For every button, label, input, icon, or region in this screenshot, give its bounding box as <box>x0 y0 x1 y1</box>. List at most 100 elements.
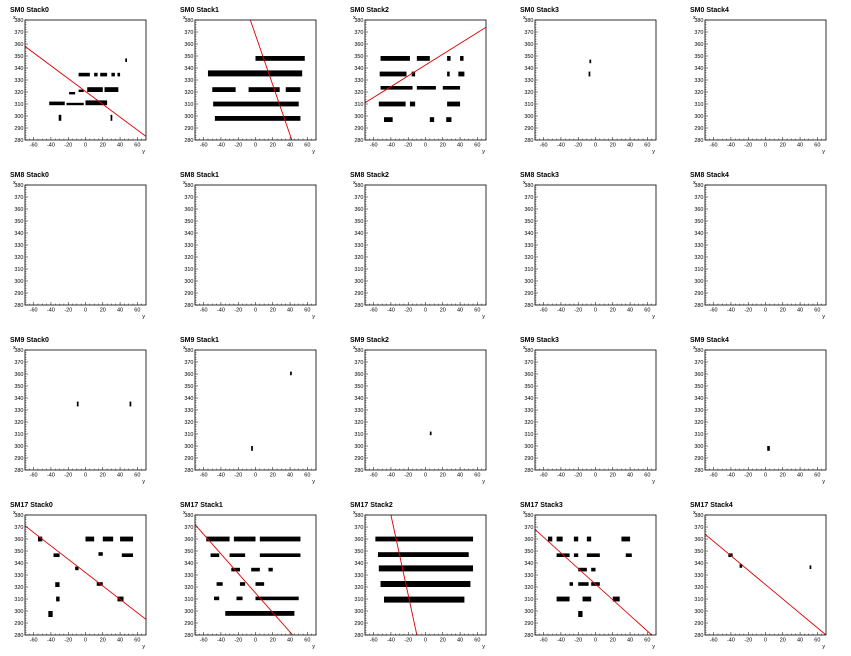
y-tick-label: 290 <box>14 291 23 297</box>
y-tick-label: 290 <box>14 621 23 627</box>
y-tick-label: 320 <box>524 585 533 591</box>
x-tick-label: 60 <box>644 638 650 644</box>
y-tick-label: 340 <box>14 231 23 237</box>
y-tick-label: 350 <box>524 219 533 225</box>
x-tick-label: 20 <box>270 143 276 149</box>
y-tick-label: 320 <box>354 255 363 261</box>
x-axis-label: y <box>482 479 485 485</box>
y-tick-label: 350 <box>14 384 23 390</box>
plot-frame <box>194 184 317 306</box>
x-tick-label: 40 <box>627 473 633 479</box>
data-marks <box>588 59 592 77</box>
y-tick-label: 380 <box>14 513 23 519</box>
y-tick-label: 370 <box>694 360 703 366</box>
y-tick-label: 330 <box>184 573 193 579</box>
y-tick-label: 290 <box>694 456 703 462</box>
y-tick-label: 290 <box>524 621 533 627</box>
x-tick-label: 40 <box>797 308 803 314</box>
x-tick-label: -60 <box>200 638 208 644</box>
y-tick-label: 320 <box>524 90 533 96</box>
x-tick-label: 40 <box>457 308 463 314</box>
hit-cluster <box>98 552 103 556</box>
panel-title: SM9 Stack3 <box>520 337 559 344</box>
x-tick-label: 0 <box>764 473 767 479</box>
x-tick-label: 20 <box>100 308 106 314</box>
x-tick-label: 20 <box>440 638 446 644</box>
x-tick-label: -60 <box>540 143 548 149</box>
y-tick-label: 380 <box>354 348 363 354</box>
panel: SM0 Stack0 -60 -40 -20 0 20 40 60 280 290 300 310 32… <box>10 7 147 155</box>
x-tick-label: -60 <box>30 308 38 314</box>
hit-cluster <box>380 581 471 587</box>
x-tick-label: 60 <box>304 473 310 479</box>
x-tick-label: 20 <box>610 638 616 644</box>
y-tick-label: 280 <box>524 633 533 639</box>
x-tick-label: 0 <box>594 308 597 314</box>
y-tick-label: 340 <box>524 231 533 237</box>
y-tick-label: 350 <box>14 54 23 60</box>
x-tick-label: 40 <box>287 143 293 149</box>
x-tick-label: 20 <box>440 308 446 314</box>
y-tick-label: 300 <box>524 114 533 120</box>
y-tick-label: 330 <box>14 243 23 249</box>
hit-cluster <box>111 72 115 77</box>
panel-title: SM17 Stack0 <box>10 502 53 509</box>
y-axis-label: x <box>13 180 16 186</box>
hit-cluster <box>589 59 592 64</box>
y-tick-label: 370 <box>694 195 703 201</box>
x-tick-label: -20 <box>404 143 412 149</box>
hit-cluster <box>255 596 299 601</box>
y-tick-label: 350 <box>14 219 23 225</box>
y-tick-label: 370 <box>14 195 23 201</box>
y-tick-label: 310 <box>184 267 193 273</box>
hit-cluster <box>206 536 230 542</box>
panel: SM17 Stack3 -60 -40 -20 0 20 40 60 280 290 300 310 3… <box>520 502 657 650</box>
y-axis-label: x <box>693 180 696 186</box>
y-tick-label: 300 <box>524 279 533 285</box>
y-tick-label: 320 <box>694 420 703 426</box>
y-tick-label: 280 <box>184 633 193 639</box>
y-tick-label: 320 <box>14 420 23 426</box>
y-axis-label: x <box>523 180 526 186</box>
y-tick-label: 300 <box>14 114 23 120</box>
hit-cluster <box>231 567 240 572</box>
y-tick-label: 340 <box>184 561 193 567</box>
y-tick-label: 330 <box>694 573 703 579</box>
x-tick-label: -60 <box>30 143 38 149</box>
hit-cluster <box>117 72 121 77</box>
x-tick-label: -20 <box>64 473 72 479</box>
x-tick-label: -60 <box>710 638 718 644</box>
x-tick-label: -60 <box>710 308 718 314</box>
x-axis-label: y <box>482 644 485 650</box>
hit-cluster <box>229 553 246 557</box>
plot-frame <box>364 19 487 141</box>
data-marks <box>207 20 305 140</box>
y-tick-label: 380 <box>694 513 703 519</box>
y-tick-label: 370 <box>694 30 703 36</box>
x-axis-label: y <box>652 479 655 485</box>
x-tick-label: 0 <box>424 473 427 479</box>
hit-cluster <box>110 114 113 121</box>
y-tick-label: 360 <box>14 372 23 378</box>
x-tick-label: -40 <box>387 638 395 644</box>
x-tick-label: 60 <box>814 143 820 149</box>
hit-cluster <box>380 56 410 61</box>
y-tick-label: 280 <box>14 468 23 474</box>
y-tick-label: 310 <box>694 267 703 273</box>
y-tick-label: 290 <box>14 126 23 132</box>
x-tick-label: -20 <box>64 143 72 149</box>
y-tick-label: 300 <box>694 114 703 120</box>
x-axis-label: y <box>652 149 655 155</box>
y-axis-label: x <box>183 180 186 186</box>
hit-cluster <box>236 596 243 601</box>
y-tick-label: 280 <box>14 138 23 144</box>
y-tick-label: 380 <box>694 183 703 189</box>
x-tick-label: 60 <box>134 638 140 644</box>
y-tick-label: 320 <box>184 420 193 426</box>
x-tick-label: 60 <box>644 308 650 314</box>
x-axis-label: y <box>652 314 655 320</box>
x-tick-label: 0 <box>764 143 767 149</box>
y-axis-label: x <box>523 345 526 351</box>
y-tick-label: 300 <box>354 444 363 450</box>
y-tick-label: 370 <box>524 525 533 531</box>
